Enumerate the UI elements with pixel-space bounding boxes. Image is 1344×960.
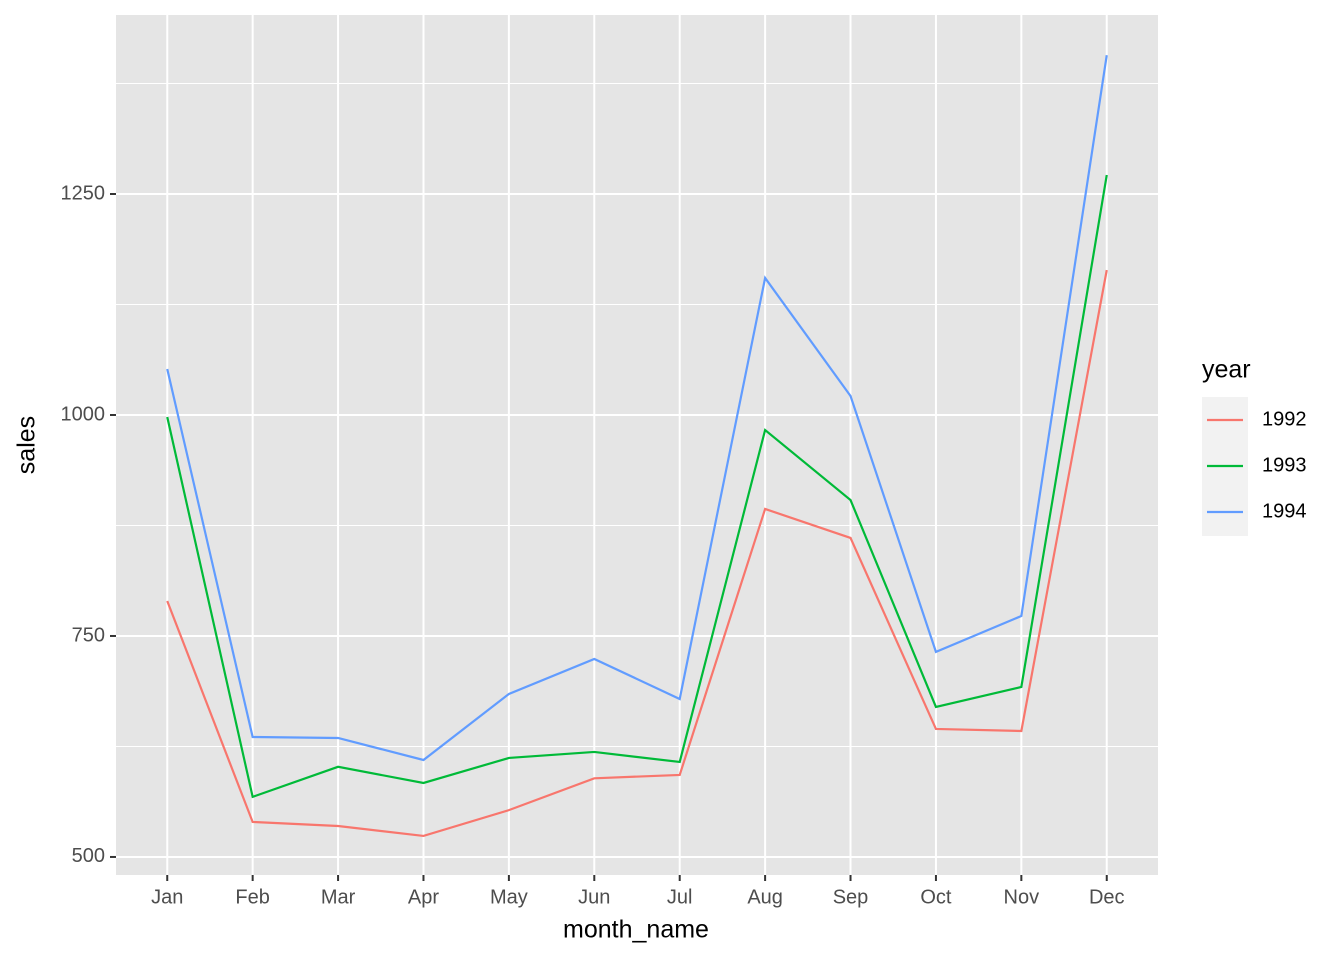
x-tick-label: Aug xyxy=(747,886,783,908)
panel xyxy=(116,15,1158,875)
series-line xyxy=(166,174,1108,799)
legend-label: 1993 xyxy=(1262,454,1307,476)
legend-label: 1994 xyxy=(1262,500,1307,522)
x-tick-label: Dec xyxy=(1089,886,1125,908)
y-tick-label: 1250 xyxy=(61,182,106,204)
legend-title: year xyxy=(1202,356,1251,384)
series-line xyxy=(166,269,1108,838)
y-tick-label: 750 xyxy=(72,624,105,646)
x-tick-label: Jul xyxy=(667,886,693,908)
x-tick-label: Oct xyxy=(920,886,952,908)
x-axis-title: month_name xyxy=(563,916,709,944)
x-tick-label: Jan xyxy=(151,886,183,908)
x-tick-label: May xyxy=(490,886,528,908)
y-axis-title: sales xyxy=(13,416,41,474)
x-tick-label: Jun xyxy=(578,886,610,908)
x-tick-label: Sep xyxy=(833,886,869,908)
series-line xyxy=(166,55,1108,762)
y-tick-label: 500 xyxy=(72,845,105,867)
legend-label: 1992 xyxy=(1262,408,1307,430)
x-tick-label: Nov xyxy=(1004,886,1040,908)
x-tick-label: Apr xyxy=(408,886,439,908)
x-tick-label: Mar xyxy=(321,886,356,908)
y-tick-label: 1000 xyxy=(61,403,106,425)
x-tick-label: Feb xyxy=(235,886,269,908)
